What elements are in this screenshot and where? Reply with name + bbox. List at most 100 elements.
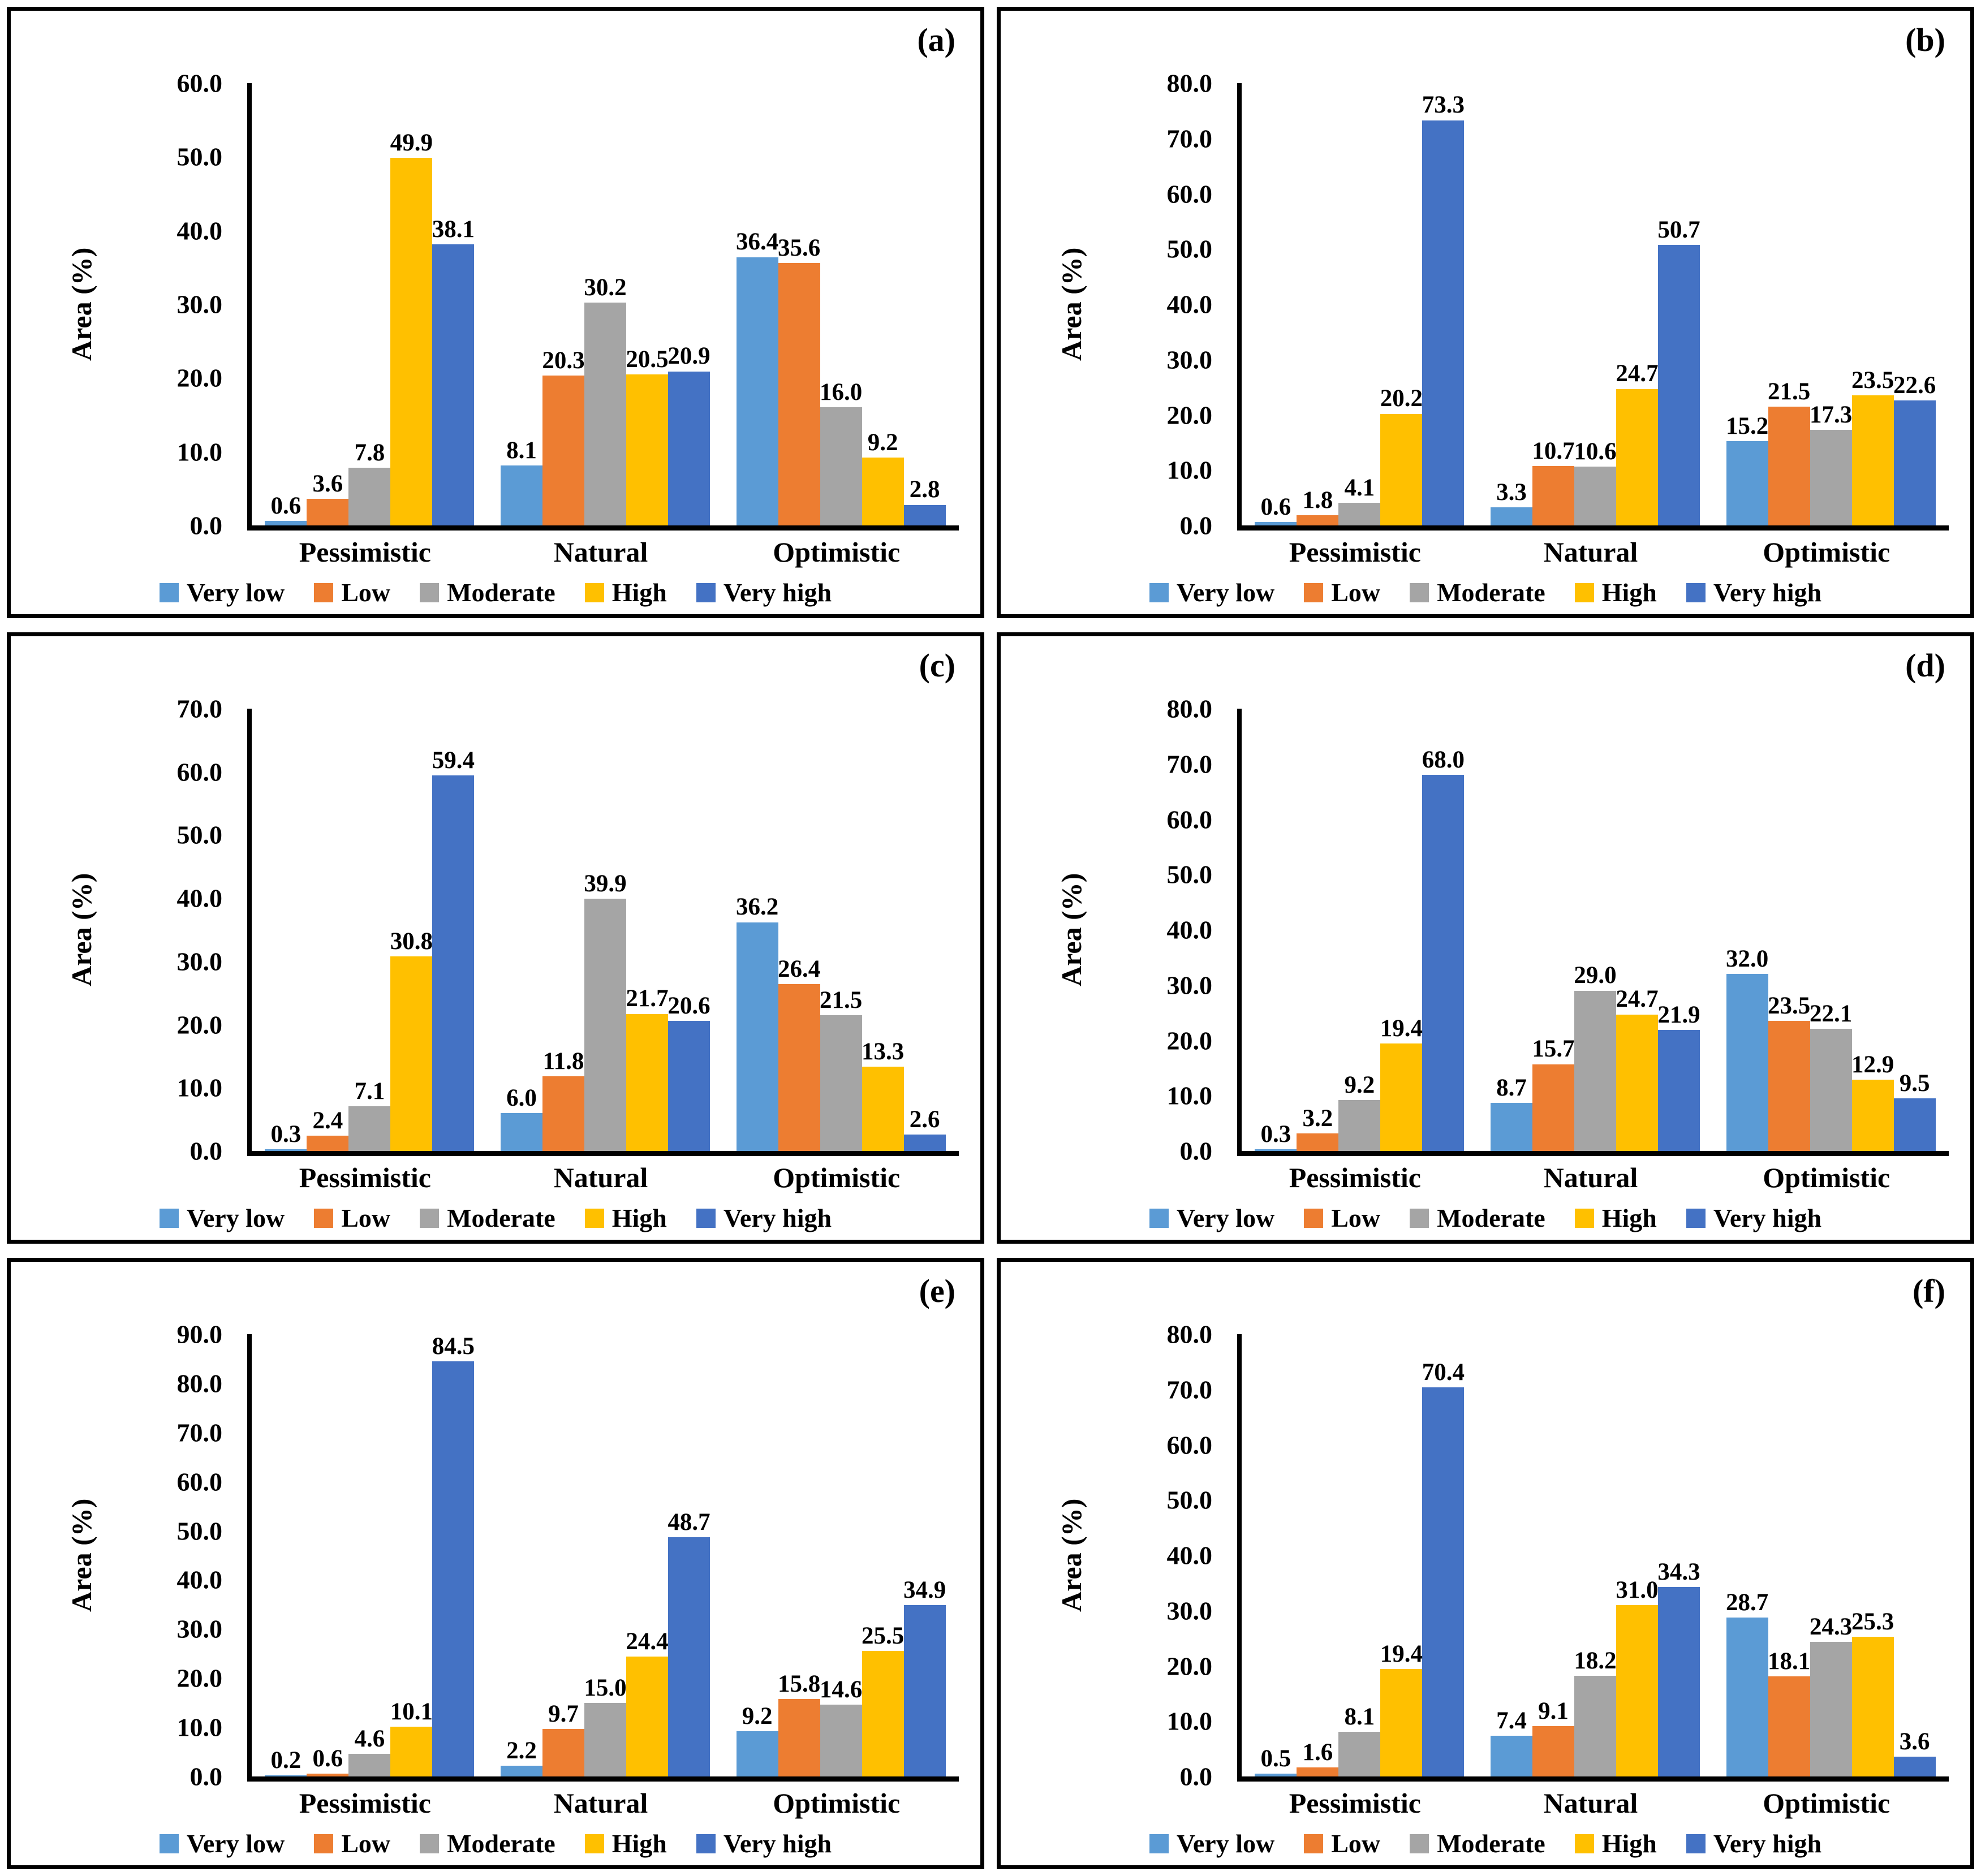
bar-value-label: 12.9 [1851,1051,1894,1078]
bar-very-low: 36.4 [736,229,778,525]
legend-swatch-icon [1149,1834,1169,1853]
plot-area: 0.6 1.8 4.1 20.2 73.3 3.3 10.7 10.6 24.7 50.7 15.2… [1237,83,1949,531]
legend-swatch-icon [1574,1208,1594,1228]
bar-group-natural: 7.4 9.1 18.2 31.0 34.3 [1478,1334,1713,1776]
y-axis-ticks: 0.0 10.0 20.0 30.0 40.0 50.0 60.0 70.0 80.0 [1086,69,1221,540]
bar-low: 9.7 [542,1701,584,1776]
y-tick-label: 30.0 [1166,1596,1213,1625]
bar-value-label: 48.7 [667,1508,710,1536]
bar-rect [432,244,475,525]
legend-swatch-icon [1410,583,1429,602]
bar-value-label: 0.3 [270,1120,302,1148]
bar-rect [903,1134,946,1151]
bar-very-low: 6.0 [501,1085,542,1151]
bar-very-low: 8.1 [501,438,542,525]
legend-label: High [611,1204,667,1232]
bar-group-natural: 2.2 9.7 15.0 24.4 48.7 [488,1334,724,1776]
bar-value-label: 9.5 [1899,1070,1930,1097]
legend-label: Low [1331,1204,1381,1232]
y-tick-label: 80.0 [1166,68,1213,98]
bar-value-label: 39.9 [584,870,627,898]
bar-rect [1532,1064,1574,1151]
bar-group-natural: 6.0 11.8 39.9 21.7 20.6 [488,709,724,1151]
bar-value-label: 15.2 [1726,413,1769,440]
bar-value-label: 24.7 [1616,360,1659,387]
bar-moderate: 14.6 [820,1677,862,1776]
bar-group-optimistic: 36.2 26.4 21.5 13.3 2.6 [723,709,959,1151]
category-label-natural: Natural [1543,1787,1638,1819]
bar-rect [501,1112,542,1151]
legend-item-low: Low [1304,577,1380,607]
bar-high: 25.5 [862,1623,904,1776]
bar-rect [1422,1387,1465,1776]
bar-value-label: 24.3 [1810,1614,1853,1641]
bar-rect [542,1728,584,1776]
bar-value-label: 19.4 [1380,1641,1423,1668]
bar-value-label: 19.4 [1380,1015,1423,1042]
bar-value-label: 9.2 [1344,1071,1375,1098]
bar-rect [820,1015,862,1151]
legend-swatch-icon [159,1208,179,1228]
bar-high: 25.3 [1851,1608,1894,1776]
bar-value-label: 30.2 [584,274,627,301]
bar-value-label: 20.2 [1380,385,1423,412]
bar-very-high: 9.5 [1893,1070,1936,1151]
bar-low: 3.2 [1297,1105,1339,1151]
y-tick-label: 10.0 [176,1073,223,1102]
bar-rect [862,1651,904,1776]
bar-value-label: 9.2 [867,429,898,456]
bar-rect [432,775,475,1151]
bar-high: 10.1 [390,1699,433,1776]
legend-swatch-icon [1686,1208,1706,1228]
legend-label: Moderate [447,1829,555,1858]
bar-value-label: 14.6 [820,1676,863,1704]
bar-high: 49.9 [390,130,433,525]
y-tick-label: 30.0 [176,290,223,319]
bar-rect [1768,1021,1810,1151]
y-tick-label: 70.0 [176,694,223,723]
bar-rect [820,407,862,525]
y-axis-title: Area (%) [66,247,97,361]
legend-label: High [1601,1829,1657,1858]
bar-rect [542,1076,584,1151]
bar-rect [348,1754,391,1776]
bar-value-label: 0.6 [1260,494,1291,520]
y-tick-label: 60.0 [1166,179,1213,208]
panel-a: (a) Area (%) 0.0 10.0 20.0 30.0 40.0 50.0 60.0… [7,7,984,618]
bar-rect [1574,990,1616,1151]
y-tick-label: 60.0 [176,1467,223,1497]
bar-high: 20.2 [1380,385,1423,525]
bar-low: 11.8 [542,1049,584,1151]
bar-rect [1297,1133,1339,1151]
y-tick-label: 40.0 [176,1565,223,1594]
bar-value-label: 21.5 [1768,378,1811,405]
bar-rect [390,1727,433,1776]
bar-group-pessimistic: 0.3 2.4 7.1 30.8 59.4 [252,709,488,1151]
bar-value-label: 0.5 [1260,1745,1291,1772]
y-tick-label: 80.0 [176,1369,223,1398]
y-tick-label: 0.0 [1179,1762,1213,1791]
bar-rect [668,1020,710,1151]
y-tick-label: 30.0 [1166,345,1213,374]
bar-rect [1810,1028,1852,1151]
legend-swatch-icon [1149,1208,1169,1228]
y-axis-title: Area (%) [1056,1498,1087,1612]
category-label-pessimistic: Pessimistic [1289,1787,1421,1819]
bar-low: 15.8 [778,1671,820,1776]
plot-area: 0.6 3.6 7.8 49.9 38.1 8.1 20.3 30.2 20.5 20.9 36.4… [247,83,959,531]
bar-rect [542,376,584,525]
bar-very-high: 21.9 [1657,1002,1700,1151]
bar-rect [584,899,626,1151]
y-tick-label: 40.0 [1166,915,1213,945]
bar-value-label: 31.0 [1616,1576,1659,1603]
bar-rect [501,465,542,525]
bar-high: 12.9 [1851,1051,1894,1151]
y-axis-ticks: 0.0 10.0 20.0 30.0 40.0 50.0 60.0 70.0 80.0 [1086,1320,1221,1791]
legend: Very low Low Moderate High Very high [1001,1828,1970,1858]
y-tick-label: 80.0 [1166,694,1213,723]
bar-value-label: 16.0 [820,379,863,406]
bar-value-label: 8.7 [1496,1074,1527,1101]
x-axis-category-labels: Pessimistic Natural Optimistic [1237,1787,1944,1819]
y-tick-label: 10.0 [176,1713,223,1742]
bar-moderate: 16.0 [820,379,862,525]
